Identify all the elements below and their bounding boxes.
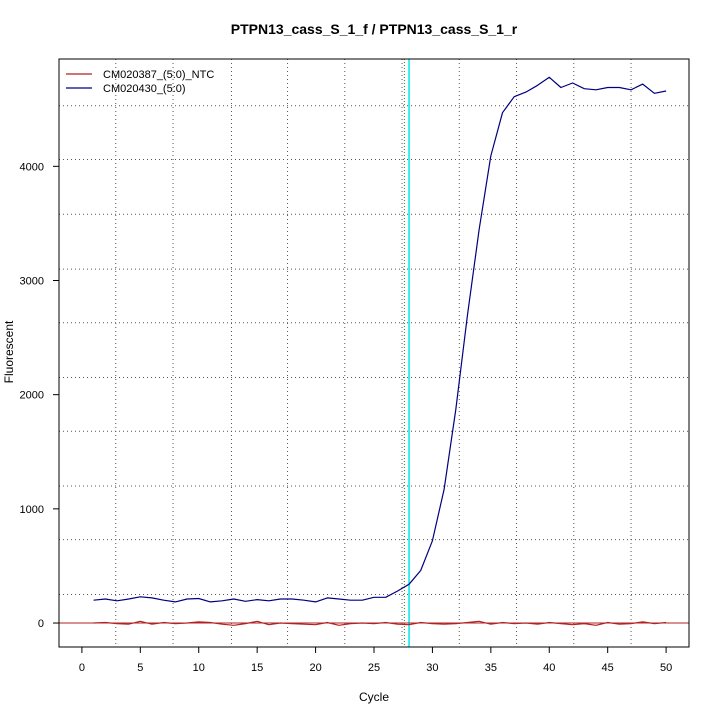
x-axis-title: Cycle (359, 690, 389, 704)
x-tick-label: 40 (543, 662, 555, 674)
x-tick-label: 20 (309, 662, 321, 674)
y-tick-label: 2000 (20, 390, 44, 402)
series-line-1 (93, 620, 667, 626)
y-axis-title: Fluorescent (2, 320, 16, 383)
x-tick-label: 25 (368, 662, 380, 674)
x-tick-label: 0 (79, 662, 85, 674)
series-line-2 (93, 76, 667, 603)
y-tick-label: 4000 (20, 161, 44, 173)
x-tick-label: 5 (137, 662, 143, 674)
y-tick-label: 1000 (20, 504, 44, 516)
chart-title: PTPN13_cass_S_1_f / PTPN13_cass_S_1_r (231, 21, 518, 37)
x-tick-label: 30 (426, 662, 438, 674)
x-tick-label: 45 (602, 662, 614, 674)
legend: CM020387_(5:0)_NTC CM020430_(5:0) (66, 69, 214, 95)
legend-label-2: CM020430_(5:0) (103, 83, 186, 95)
grid-layer (59, 59, 689, 647)
x-tick-label: 15 (251, 662, 263, 674)
x-tick-label: 10 (193, 662, 205, 674)
y-tick-label: 0 (38, 618, 44, 630)
axes-layer: 0 5 10 15 20 25 30 35 40 45 50 0 1000 2000 3000 4000 (20, 58, 690, 674)
y-tick-label: 3000 (20, 275, 44, 287)
x-tick-label: 50 (660, 662, 672, 674)
legend-label-1: CM020387_(5:0)_NTC (103, 69, 214, 81)
x-tick-label: 35 (485, 662, 497, 674)
plot-frame (58, 58, 690, 648)
series-layer (59, 76, 689, 626)
